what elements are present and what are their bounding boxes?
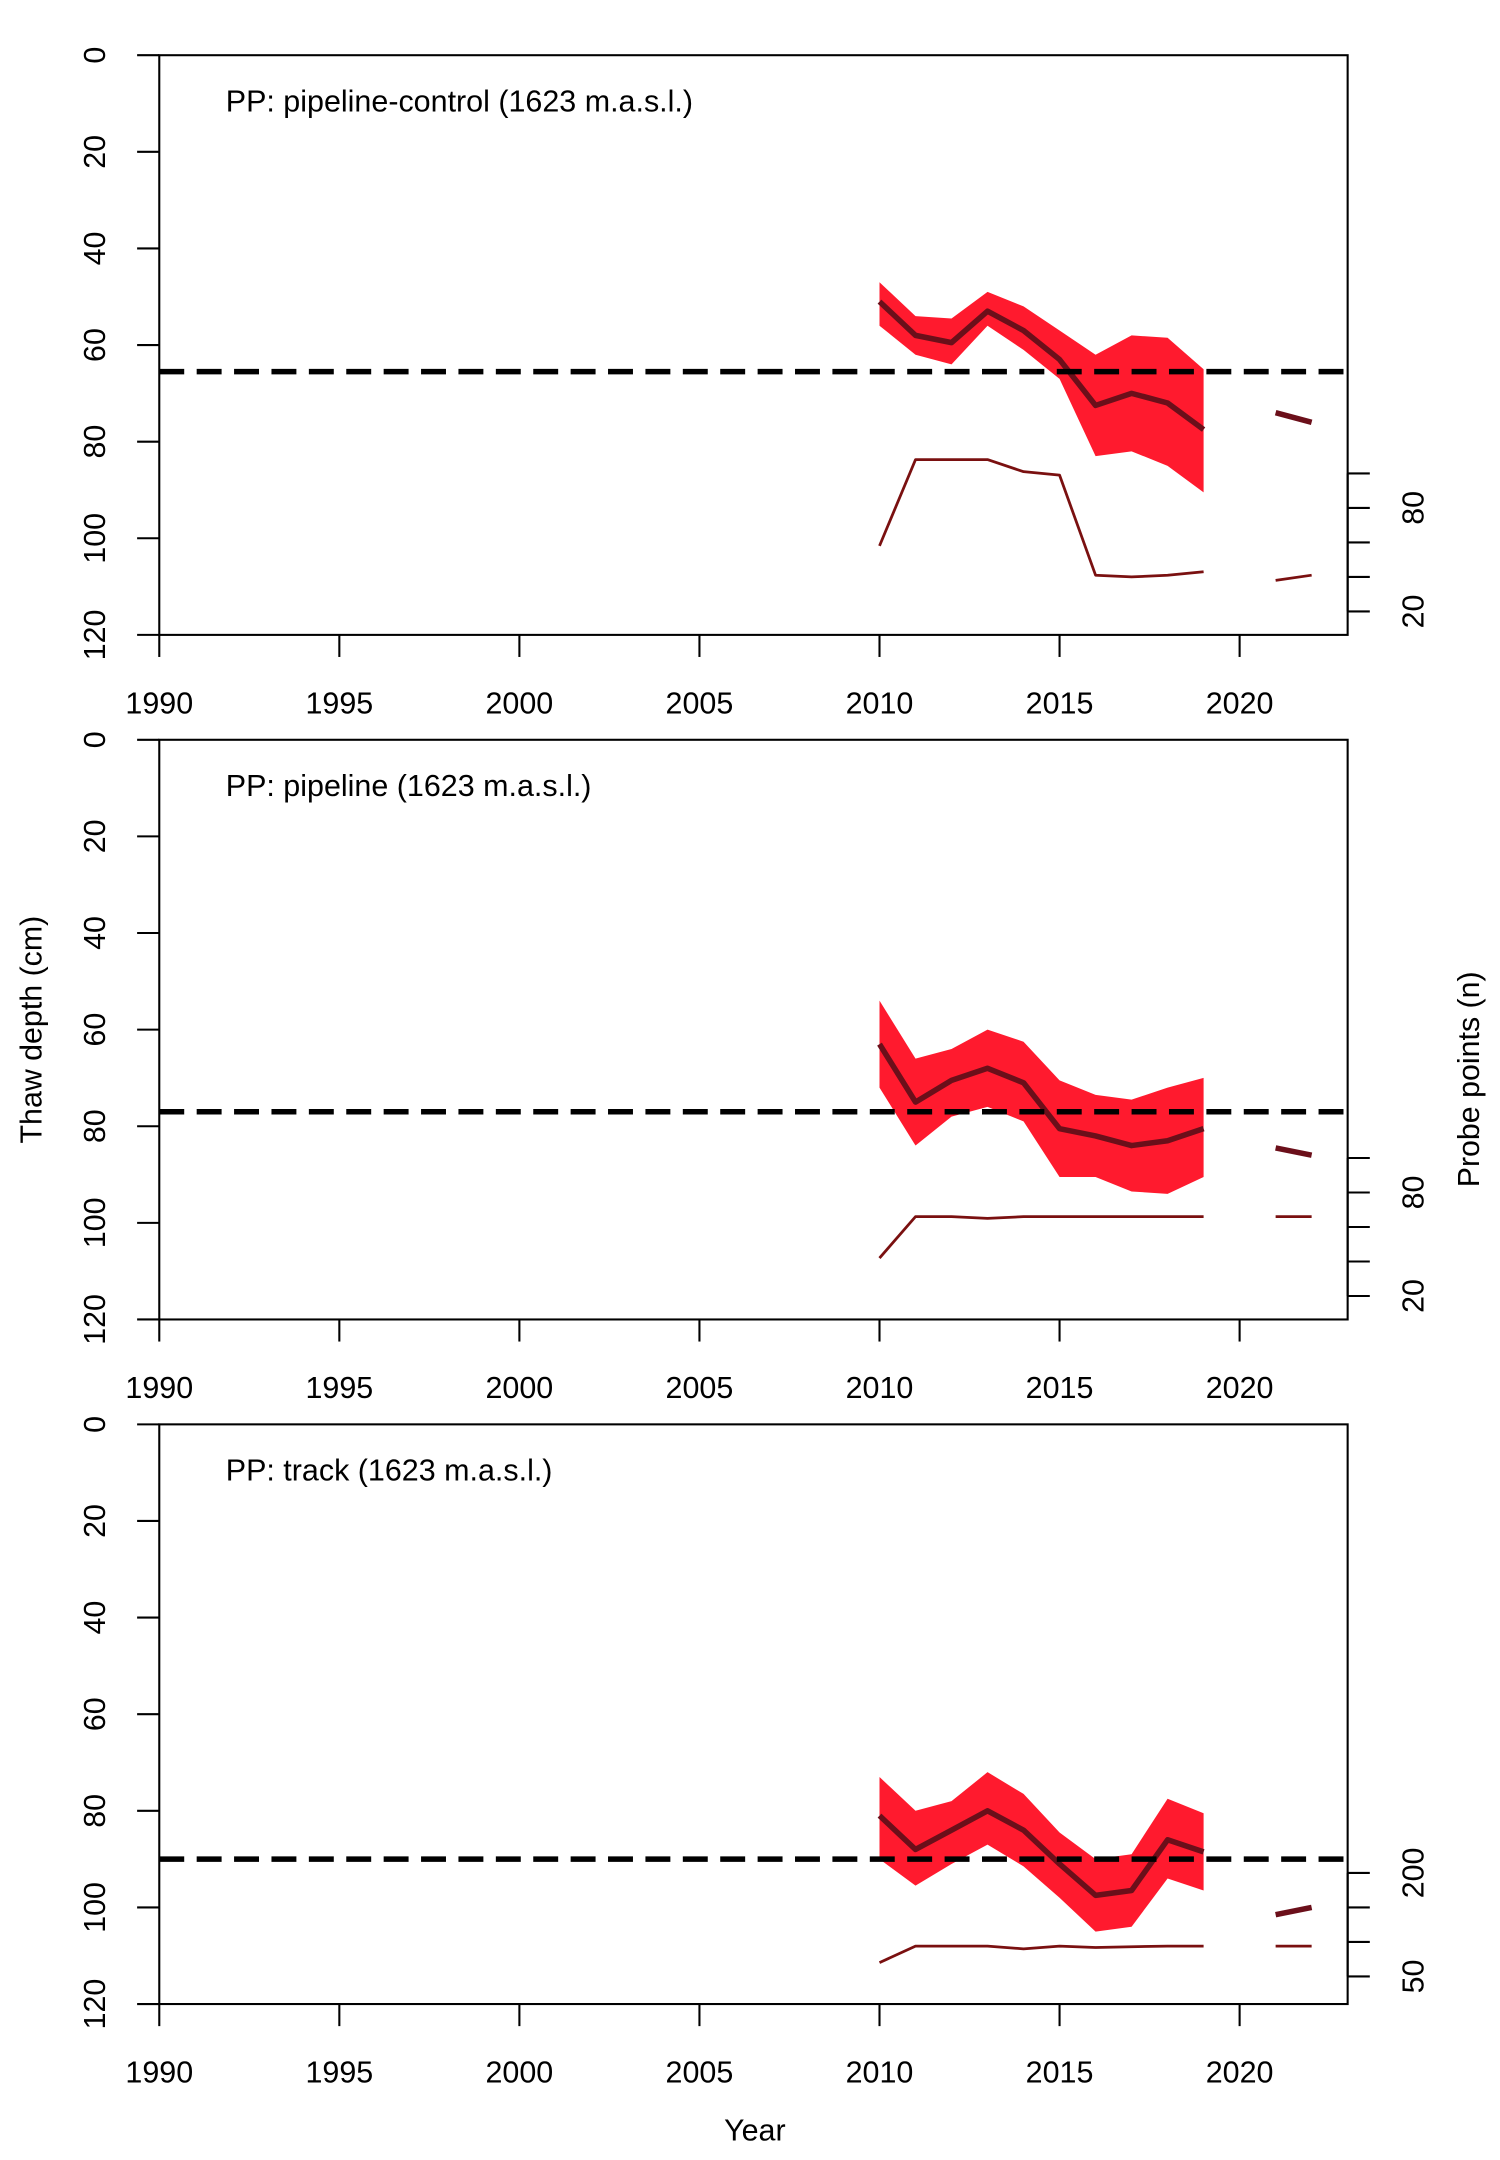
- y-tick-label: 40: [78, 1601, 112, 1635]
- y-tick-label: 60: [78, 1697, 112, 1731]
- y-tick-label: 0: [78, 47, 112, 64]
- plot-frame: [158, 1423, 1349, 2006]
- panel-title: PP: track (1623 m.a.s.l.): [226, 1454, 553, 1488]
- y2-tick-label: 80: [1397, 1176, 1431, 1210]
- x-tick-label: 2015: [1026, 686, 1094, 720]
- x-tick-label: 2020: [1206, 1371, 1274, 1405]
- x-tick-label: 1990: [125, 686, 193, 720]
- x-tick-label: 1995: [305, 686, 373, 720]
- y2-tick-label: 200: [1397, 1848, 1431, 1899]
- plot-frame: [158, 738, 1349, 1321]
- y-tick-label: 20: [78, 1504, 112, 1538]
- y2-tick-label: 20: [1397, 595, 1431, 629]
- x-tick-label: 2015: [1026, 1371, 1094, 1405]
- panel-title: PP: pipeline (1623 m.a.s.l.): [226, 769, 592, 803]
- y-tick-label: 100: [78, 513, 112, 564]
- x-tick-label: 2015: [1026, 2055, 1094, 2089]
- y-axis-title: Thaw depth (cm): [14, 916, 48, 1144]
- y-tick-label: 0: [78, 731, 112, 748]
- y-tick-label: 100: [78, 1882, 112, 1933]
- y-tick-label: 80: [78, 1794, 112, 1828]
- x-tick-label: 2010: [846, 686, 914, 720]
- x-tick-label: 2000: [486, 2055, 554, 2089]
- x-tick-label: 1995: [305, 1371, 373, 1405]
- x-tick-label: 2005: [666, 686, 734, 720]
- y-tick-label: 40: [78, 916, 112, 950]
- x-tick-label: 1990: [125, 1371, 193, 1405]
- y-tick-label: 120: [78, 1979, 112, 2030]
- probe-line: [878, 1944, 1312, 1964]
- y-tick-label: 0: [78, 1416, 112, 1433]
- mean-line: [877, 299, 1313, 432]
- probe-line: [878, 458, 1312, 582]
- x-tick-label: 2010: [846, 2055, 914, 2089]
- y2-axis-title: Probe points (n): [1452, 971, 1486, 1187]
- x-tick-label: 2000: [486, 686, 554, 720]
- x-tick-label: 2020: [1206, 686, 1274, 720]
- panel-title: PP: pipeline-control (1623 m.a.s.l.): [226, 85, 693, 119]
- x-tick-label: 2005: [666, 2055, 734, 2089]
- x-tick-label: 2010: [846, 1371, 914, 1405]
- y-tick-label: 40: [78, 232, 112, 266]
- plot-frame: [158, 54, 1349, 636]
- mean-line: [877, 1808, 1313, 1918]
- x-tick-label: 2020: [1206, 2055, 1274, 2089]
- y2-tick-label: 20: [1397, 1279, 1431, 1313]
- y-tick-label: 120: [78, 610, 112, 661]
- y-tick-label: 80: [78, 1109, 112, 1143]
- y-tick-label: 120: [78, 1294, 112, 1345]
- x-axis-title: Year: [724, 2113, 786, 2147]
- band: [879, 1772, 1204, 1932]
- x-tick-label: 2005: [666, 1371, 734, 1405]
- probe-line: [878, 1215, 1312, 1259]
- y-tick-label: 100: [78, 1198, 112, 1249]
- y-tick-label: 60: [78, 1013, 112, 1047]
- y-tick-label: 20: [78, 135, 112, 169]
- y-tick-label: 20: [78, 820, 112, 854]
- y-tick-label: 80: [78, 425, 112, 459]
- y2-tick-label: 50: [1397, 1960, 1431, 1994]
- y2-tick-label: 80: [1397, 491, 1431, 525]
- x-tick-label: 1995: [305, 2055, 373, 2089]
- x-tick-label: 1990: [125, 2055, 193, 2089]
- x-tick-label: 2000: [486, 1371, 554, 1405]
- y-tick-label: 60: [78, 328, 112, 362]
- mean-line: [877, 1042, 1313, 1158]
